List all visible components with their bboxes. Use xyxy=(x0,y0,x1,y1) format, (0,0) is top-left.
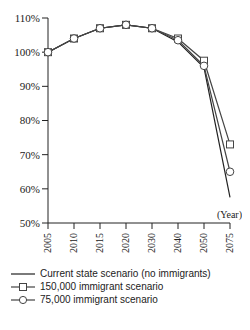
svg-text:110%: 110% xyxy=(15,12,40,24)
svg-text:2020: 2020 xyxy=(120,233,131,253)
html-text:150,000 immigrant scenario: 150,000 immigrant scenario xyxy=(40,281,164,292)
svg-text:90%: 90% xyxy=(20,80,40,92)
svg-text:2005: 2005 xyxy=(42,233,53,253)
svg-text:2075: 2075 xyxy=(224,233,235,253)
svg-text:2030: 2030 xyxy=(146,233,157,253)
svg-text:2050: 2050 xyxy=(198,233,209,253)
svg-text:2010: 2010 xyxy=(68,233,79,253)
svg-text:50%: 50% xyxy=(20,217,40,229)
svg-text:100%: 100% xyxy=(14,46,40,58)
html-text:(Year): (Year) xyxy=(216,209,242,220)
svg-text:2040: 2040 xyxy=(172,233,183,253)
svg-text:70%: 70% xyxy=(20,149,40,161)
svg-text:80%: 80% xyxy=(20,114,40,126)
html-text:Current state scenario (no imm: Current state scenario (no immigrants) xyxy=(40,268,211,279)
html-text:75,000 immigrant scenario: 75,000 immigrant scenario xyxy=(40,294,158,305)
svg-text:60%: 60% xyxy=(20,183,40,195)
svg-text:2015: 2015 xyxy=(94,233,105,253)
